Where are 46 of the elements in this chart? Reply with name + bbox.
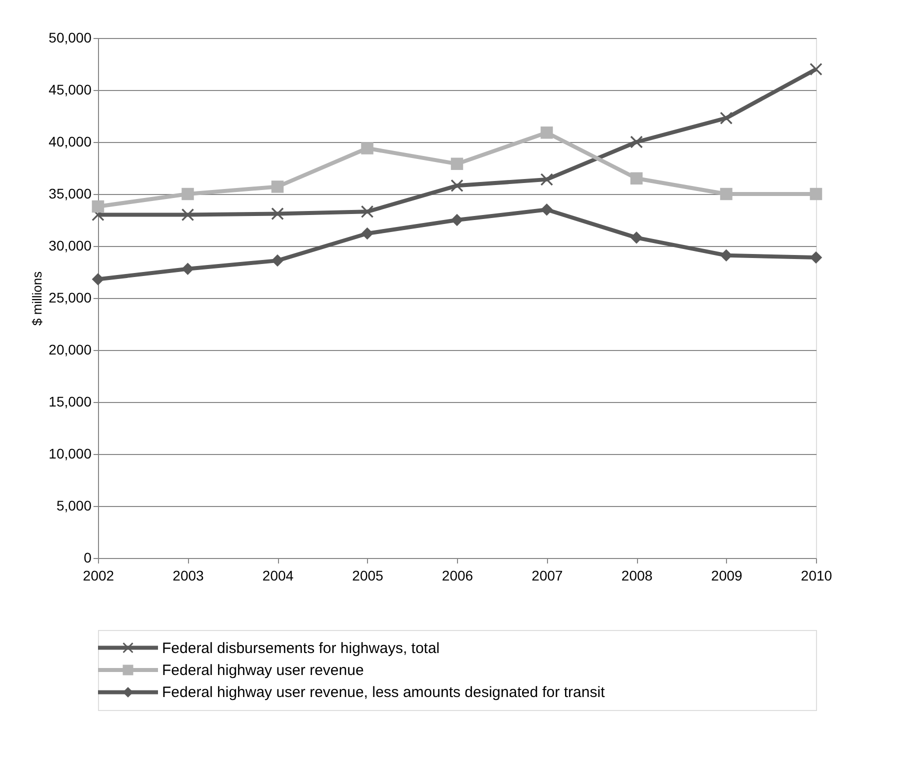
point bbox=[182, 262, 194, 276]
point bbox=[630, 136, 643, 148]
point bbox=[720, 188, 732, 200]
point bbox=[271, 180, 284, 193]
y-tick-label: 15,000 bbox=[48, 394, 92, 410]
y-axis-title: $ millions bbox=[30, 270, 45, 326]
legend-label: Federal highway user revenue bbox=[162, 662, 364, 679]
point bbox=[540, 126, 553, 139]
x-tick-label: 2007 bbox=[532, 568, 564, 584]
point bbox=[720, 112, 732, 124]
y-tick-label: 40,000 bbox=[48, 134, 92, 150]
y-tick-label: 35,000 bbox=[48, 186, 92, 202]
y-tick-label: 50,000 bbox=[48, 30, 92, 46]
point bbox=[271, 254, 284, 267]
point bbox=[182, 208, 194, 221]
point bbox=[540, 173, 553, 186]
x-tick-label: 2003 bbox=[172, 568, 204, 584]
point bbox=[630, 172, 643, 185]
x-tick-label: 2002 bbox=[82, 568, 114, 584]
point bbox=[361, 227, 374, 240]
x-tick-label: 2005 bbox=[352, 568, 384, 584]
x-tick-label: 2009 bbox=[711, 568, 743, 584]
y-tick-label: 30,000 bbox=[48, 238, 92, 254]
y-tick-label: 10,000 bbox=[48, 446, 92, 462]
point bbox=[361, 142, 374, 154]
point bbox=[450, 180, 464, 192]
point bbox=[630, 232, 643, 244]
x-tick-label: 2006 bbox=[442, 568, 474, 584]
point bbox=[361, 206, 374, 218]
x-tick-label: 2010 bbox=[800, 568, 832, 584]
point bbox=[450, 158, 464, 170]
point bbox=[540, 203, 553, 216]
y-tick-label: 45,000 bbox=[48, 82, 92, 98]
legend-label: Federal disbursements for highways, total bbox=[162, 640, 440, 657]
point bbox=[92, 200, 104, 213]
y-tick-label: 5,000 bbox=[56, 498, 92, 514]
point bbox=[810, 188, 822, 200]
y-tick-label: 0 bbox=[84, 550, 92, 566]
point bbox=[182, 188, 194, 200]
x-tick-label: 2004 bbox=[262, 568, 294, 584]
legend-label: Federal highway user revenue, less amounts designated for transit bbox=[162, 684, 606, 702]
point bbox=[810, 63, 822, 76]
point bbox=[92, 273, 104, 286]
x-tick-label: 2008 bbox=[621, 568, 653, 584]
y-tick-label: 20,000 bbox=[48, 342, 92, 358]
y-tick-label: 25,000 bbox=[48, 290, 92, 306]
